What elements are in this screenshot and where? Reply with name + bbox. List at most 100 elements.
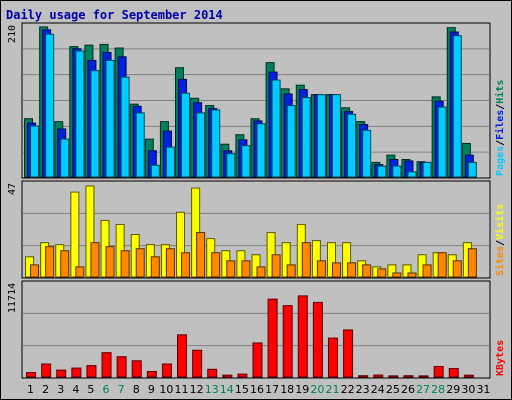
x-tick-label-day-21: 21 bbox=[325, 383, 339, 396]
bar-pages-day-5 bbox=[90, 70, 100, 178]
bar-kbytes-day-20 bbox=[312, 301, 323, 378]
bar-kbytes-day-8 bbox=[131, 360, 142, 378]
legend-kbytes: KBytes bbox=[495, 340, 506, 376]
legend-kbytes: KBytes bbox=[495, 340, 506, 376]
bar-pages-day-15 bbox=[241, 145, 251, 178]
bar-pages-day-10 bbox=[165, 146, 175, 178]
bar-sites-day-22 bbox=[347, 262, 357, 278]
bar-kbytes-day-23 bbox=[358, 375, 369, 378]
bar-kbytes-day-5 bbox=[86, 365, 97, 378]
bar-sites-day-12 bbox=[196, 232, 206, 278]
legend-visits: Visits bbox=[494, 204, 506, 240]
x-tick-label-day-27: 27 bbox=[416, 383, 430, 396]
bar-kbytes-day-10 bbox=[161, 363, 172, 378]
bar-sites-day-20 bbox=[316, 260, 326, 278]
bar-sites-day-2 bbox=[45, 246, 55, 278]
bar-kbytes-day-25 bbox=[388, 375, 399, 378]
x-tick-label-day-30: 30 bbox=[461, 383, 475, 396]
bar-sites-day-28 bbox=[437, 252, 447, 278]
bar-kbytes-day-19 bbox=[297, 295, 308, 378]
legend-separator: / bbox=[495, 104, 506, 110]
bar-kbytes-day-28 bbox=[433, 365, 444, 378]
bar-sites-day-1 bbox=[30, 264, 40, 278]
x-tick-label-day-10: 10 bbox=[159, 383, 173, 396]
bar-visits-day-22 bbox=[342, 242, 352, 278]
bar-pages-day-29 bbox=[452, 35, 462, 178]
bar-sites-day-19 bbox=[301, 242, 311, 278]
bar-kbytes-day-16 bbox=[252, 342, 263, 378]
x-tick-label-day-26: 26 bbox=[401, 383, 415, 396]
x-tick-label-day-20: 20 bbox=[310, 383, 324, 396]
bar-sites-day-10 bbox=[165, 248, 175, 278]
legend-separator: / bbox=[495, 140, 506, 146]
bar-pages-day-9 bbox=[150, 164, 160, 178]
bar-kbytes-day-2 bbox=[41, 363, 52, 378]
x-tick-label-day-2: 2 bbox=[42, 383, 49, 396]
bar-sites-day-21 bbox=[331, 262, 341, 278]
legend-visits-sites: Sites/Visits bbox=[494, 204, 506, 276]
bar-pages-day-7 bbox=[120, 76, 130, 178]
bar-kbytes-day-11 bbox=[177, 334, 188, 378]
bar-pages-day-19 bbox=[301, 97, 311, 178]
x-tick-label-day-12: 12 bbox=[190, 383, 204, 396]
bar-sites-day-23 bbox=[362, 264, 372, 278]
legend-files: Files bbox=[494, 110, 506, 140]
x-tick-label-day-4: 4 bbox=[72, 383, 79, 396]
legend-sites: Sites bbox=[494, 246, 506, 276]
bar-sites-day-18 bbox=[286, 264, 296, 278]
bar-visits-day-20 bbox=[311, 240, 321, 278]
bar-sites-day-25 bbox=[392, 272, 402, 278]
bar-kbytes-day-22 bbox=[343, 329, 354, 378]
bar-kbytes-day-15 bbox=[237, 373, 248, 378]
bar-kbytes-day-24 bbox=[373, 374, 384, 378]
x-tick-label-day-23: 23 bbox=[356, 383, 370, 396]
x-tick-label-day-31: 31 bbox=[476, 383, 490, 396]
bar-kbytes-day-21 bbox=[327, 337, 338, 378]
bar-visits-day-26 bbox=[402, 264, 412, 278]
bar-pages-day-17 bbox=[271, 79, 281, 178]
x-tick-label-day-13: 13 bbox=[205, 383, 219, 396]
x-tick-label-day-22: 22 bbox=[341, 383, 355, 396]
bar-sites-day-9 bbox=[150, 256, 160, 278]
x-tick-label-day-28: 28 bbox=[431, 383, 445, 396]
bar-pages-day-18 bbox=[286, 105, 296, 178]
bar-kbytes-day-3 bbox=[56, 369, 67, 378]
bar-sites-day-27 bbox=[422, 264, 432, 278]
legend-pages-files-hits: Pages/Files/Hits bbox=[494, 80, 506, 176]
bar-visits-day-5 bbox=[85, 185, 95, 278]
bar-sites-day-13 bbox=[211, 252, 221, 278]
bar-sites-day-30 bbox=[467, 248, 477, 278]
bar-visits-day-18 bbox=[281, 242, 291, 278]
x-tick-label-day-17: 17 bbox=[265, 383, 279, 396]
bar-pages-day-8 bbox=[135, 112, 145, 178]
bar-pages-day-28 bbox=[437, 106, 447, 178]
bar-pages-day-25 bbox=[392, 165, 402, 178]
bar-kbytes-day-13 bbox=[207, 368, 218, 378]
bar-pages-day-3 bbox=[60, 138, 70, 178]
bar-pages-day-16 bbox=[256, 123, 266, 178]
bar-sites-day-4 bbox=[75, 266, 85, 278]
bar-pages-day-30 bbox=[467, 161, 477, 178]
bar-visits-day-4 bbox=[70, 191, 80, 278]
bar-visits-day-16 bbox=[251, 254, 261, 278]
legend-pages: Pages bbox=[495, 146, 506, 176]
bar-pages-day-23 bbox=[362, 129, 372, 178]
bar-sites-day-17 bbox=[271, 254, 281, 278]
bar-sites-day-5 bbox=[90, 242, 100, 278]
x-tick-label-day-3: 3 bbox=[57, 383, 64, 396]
bar-kbytes-day-12 bbox=[192, 349, 203, 378]
bar-pages-day-4 bbox=[75, 50, 85, 178]
x-tick-label-day-7: 7 bbox=[118, 383, 125, 396]
y-max-label: 47 bbox=[7, 183, 18, 195]
bar-sites-day-7 bbox=[120, 250, 130, 278]
bar-pages-day-12 bbox=[196, 112, 206, 178]
bar-sites-day-24 bbox=[377, 268, 387, 278]
bar-pages-day-26 bbox=[407, 171, 417, 178]
bar-pages-day-20 bbox=[316, 94, 326, 178]
x-tick-label-day-8: 8 bbox=[133, 383, 140, 396]
bar-kbytes-day-30 bbox=[463, 374, 474, 378]
x-tick-label-day-11: 11 bbox=[175, 383, 189, 396]
bar-sites-day-6 bbox=[105, 246, 115, 278]
bar-pages-day-2 bbox=[45, 33, 55, 178]
